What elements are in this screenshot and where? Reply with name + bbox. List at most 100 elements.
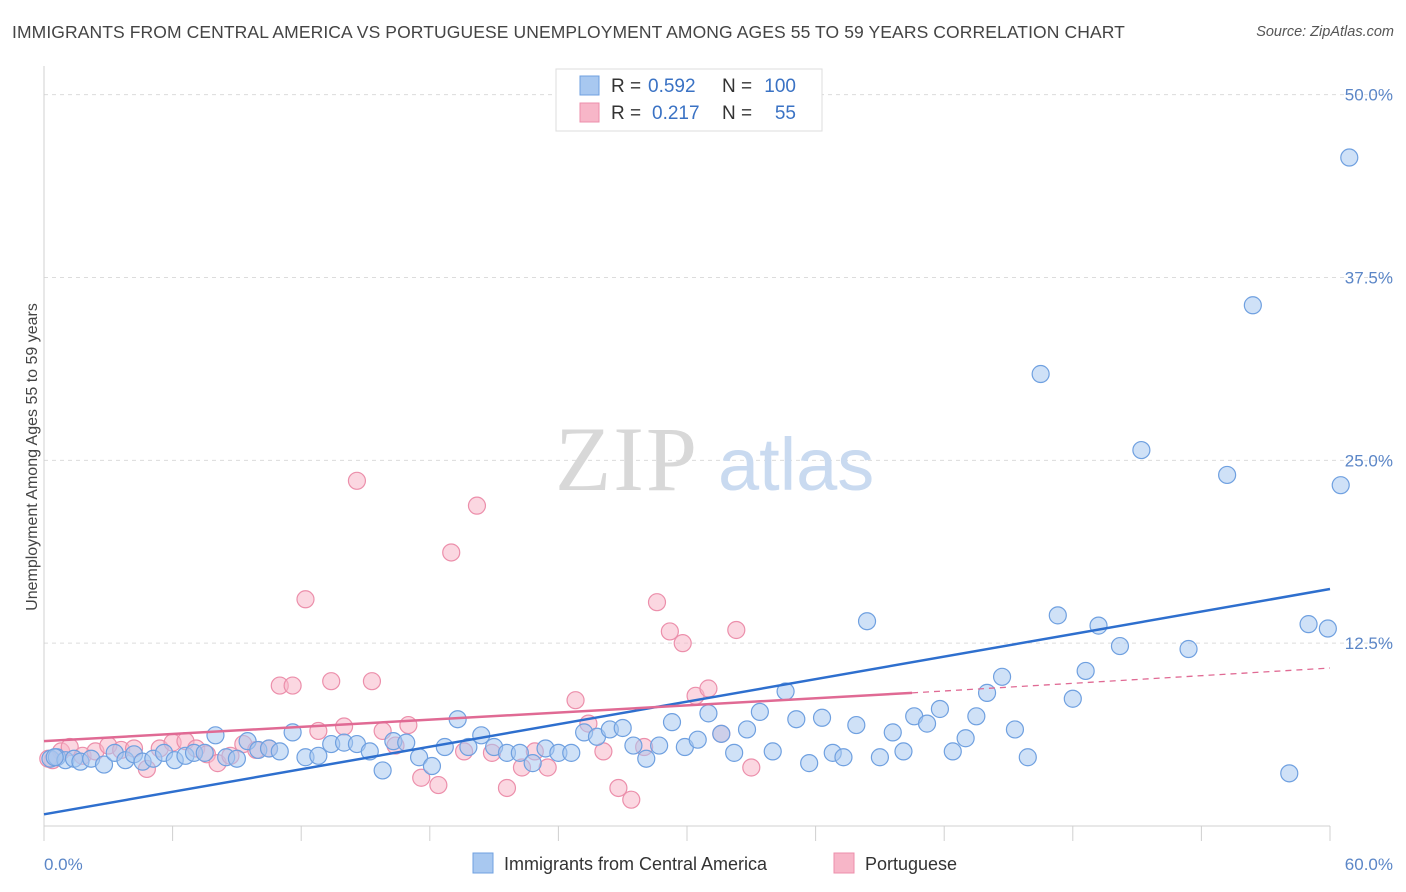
central-america-point-73	[894, 742, 913, 761]
legend-swatch-portuguese	[579, 102, 600, 123]
legend-n-value-1: 100	[764, 76, 796, 97]
central-america-point-99	[45, 748, 64, 767]
bottom-legend-label-portuguese: Portuguese	[865, 854, 957, 874]
central-america-point-16	[195, 743, 214, 762]
central-america-point-60	[737, 720, 757, 739]
x-tick-label-max: 60.0%	[1345, 855, 1393, 874]
axes	[43, 66, 1331, 841]
y-axis-title: Unemployment Among Ages 55 to 59 years	[24, 303, 41, 611]
legend-r-label-1: R =	[611, 76, 641, 97]
legend-r-value-1: 0.592	[648, 76, 696, 97]
central-america-point-92	[1218, 465, 1237, 485]
y-tick-labels: 12.5% 25.0% 37.5% 50.0%	[1345, 86, 1393, 654]
central-america-point-50	[613, 718, 632, 738]
legend-swatch-central-america	[579, 75, 600, 96]
central-america-point-91	[1179, 639, 1198, 659]
watermark-zip: ZIP	[555, 408, 699, 510]
legend-n-value-2: 55	[775, 103, 796, 124]
central-america-point-93	[1243, 296, 1262, 315]
central-america-point-87	[1076, 661, 1095, 681]
central-america-point-98	[1340, 148, 1359, 167]
central-america-point-76	[930, 699, 950, 719]
central-america-point-62	[763, 742, 782, 761]
y-tick-label-0: 12.5%	[1345, 634, 1393, 653]
central-america-point-83	[1018, 748, 1037, 767]
portuguese-point-46	[647, 593, 667, 612]
portuguese-point-26	[362, 672, 382, 691]
x-tick-label-min: 0.0%	[44, 855, 83, 874]
bottom-legend-label-central-america: Immigrants from Central America	[504, 854, 768, 874]
portuguese-point-40	[566, 691, 585, 710]
central-america-point-59	[725, 743, 744, 762]
legend-r-value-2: 0.217	[652, 103, 700, 124]
central-america-point-61	[750, 702, 769, 722]
grid-lines	[44, 94, 1392, 644]
central-america-point-94	[1280, 764, 1299, 783]
portuguese-trend-extension	[912, 667, 1331, 694]
bottom-legend-swatch-portuguese	[833, 852, 855, 874]
central-america-point-85	[1048, 606, 1067, 625]
portuguese-point-29	[399, 715, 418, 735]
portuguese-point-50	[699, 679, 718, 698]
portuguese-trend-line	[43, 691, 913, 743]
y-tick-label-3: 50.0%	[1345, 86, 1393, 105]
central-america-point-78	[956, 729, 975, 748]
central-america-point-86	[1063, 689, 1082, 708]
source-label: Source: ZipAtlas.com	[1256, 24, 1394, 40]
central-america-point-38	[459, 737, 478, 757]
legend-r-label-2: R =	[611, 103, 641, 124]
portuguese-point-36	[497, 778, 517, 798]
central-america-point-17	[206, 726, 225, 745]
portuguese-point-44	[622, 790, 641, 809]
central-america-point-23	[270, 742, 289, 761]
watermark-atlas: atlas	[718, 423, 874, 506]
portuguese-point-47	[660, 622, 679, 641]
y-tick-label-2: 37.5%	[1345, 268, 1393, 287]
central-america-point-65	[800, 754, 819, 773]
portuguese-point-52	[727, 620, 746, 640]
series-legend: Immigrants from Central America Portugue…	[472, 852, 957, 874]
portuguese-point-39	[538, 758, 557, 777]
central-america-point-56	[688, 730, 707, 749]
central-america-point-80	[977, 683, 997, 702]
portuguese-point-32	[442, 543, 461, 562]
central-america-point-66	[812, 708, 832, 727]
central-america-point-46	[562, 743, 581, 762]
central-america-point-79	[967, 707, 986, 726]
central-america-point-51	[624, 736, 643, 755]
central-america-point-57	[699, 704, 718, 723]
central-america-point-71	[870, 748, 890, 767]
central-america-point-81	[992, 667, 1012, 686]
central-america-point-42	[510, 743, 529, 762]
central-america-point-35	[422, 756, 442, 776]
central-america-point-95	[1299, 615, 1318, 634]
portuguese-point-31	[429, 775, 448, 795]
portuguese-point-24	[334, 717, 354, 736]
central-america-point-6	[94, 755, 114, 774]
central-america-point-43	[523, 754, 542, 773]
central-america-point-84	[1031, 364, 1050, 384]
central-america-point-75	[917, 714, 937, 733]
central-america-point-77	[943, 742, 962, 761]
portuguese-point-23	[322, 672, 341, 691]
central-america-point-58	[712, 724, 731, 743]
central-america-point-89	[1110, 636, 1130, 656]
portuguese-point-21	[296, 590, 315, 609]
bottom-legend-swatch-central-america	[472, 852, 494, 874]
portuguese-point-25	[347, 471, 367, 490]
stats-legend: R = 0.592 N = 100 R = 0.217 N = 55	[555, 68, 823, 132]
central-america-point-19	[227, 749, 246, 768]
central-america-point-52	[637, 749, 656, 768]
central-america-point-90	[1132, 440, 1151, 460]
series-central-america-points	[41, 148, 1359, 783]
portuguese-point-53	[742, 758, 761, 777]
portuguese-point-48	[673, 634, 692, 653]
central-america-trend-line	[43, 587, 1331, 816]
central-america-point-68	[834, 748, 853, 767]
portuguese-point-34	[467, 496, 487, 515]
central-america-point-72	[883, 723, 902, 742]
trend-lines	[43, 587, 1331, 816]
y-tick-label-1: 25.0%	[1345, 451, 1393, 470]
central-america-point-82	[1005, 720, 1025, 739]
